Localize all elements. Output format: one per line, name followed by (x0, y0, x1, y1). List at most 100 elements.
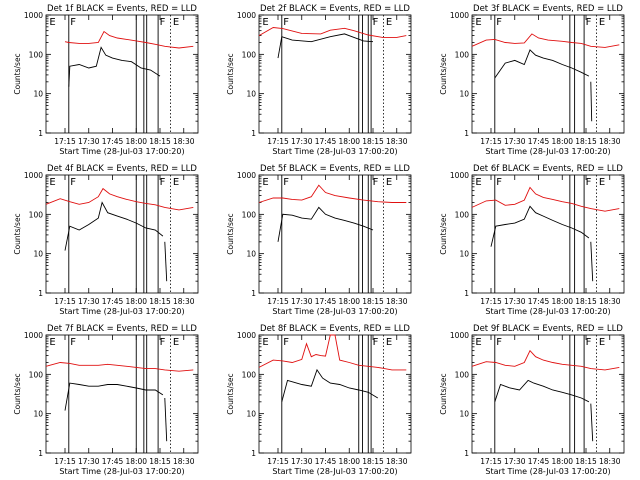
attenuator-state-label: E (262, 177, 268, 188)
x-tick-label: 18:30 (173, 297, 195, 306)
x-tick-label: 18:00 (338, 297, 360, 306)
series-lld-line (258, 27, 407, 38)
x-tick-label: 17:45 (102, 137, 124, 146)
y-tick-label: 1 (38, 129, 43, 138)
chart-panel-2: Det 2f BLACK = Events, RED = LLD 1 10 100 10… (226, 4, 412, 156)
y-tick-label: 100 (242, 50, 257, 59)
series-events-line (277, 33, 374, 59)
series-events-line (490, 205, 590, 247)
x-tick-label: 18:00 (125, 137, 147, 146)
y-tick-label: 100 (242, 370, 257, 379)
y-axis-label: Counts/sec (439, 373, 448, 414)
chart-panel-1: Det 1f BLACK = Events, RED = LLD 1 10 100 10… (13, 4, 199, 156)
y-axis-label: Counts/sec (226, 373, 235, 414)
attenuator-state-label: E (599, 337, 605, 348)
plot-frame (471, 334, 625, 454)
x-tick-label: 17:30 (504, 137, 526, 146)
y-tick-label: 1000 (24, 11, 43, 20)
chart-title: Det 9f BLACK = Events, RED = LLD (473, 324, 623, 334)
y-axis-label: Counts/sec (226, 213, 235, 254)
y-tick-label: 10 (33, 90, 43, 99)
chart-panel-3: Det 3f BLACK = Events, RED = LLD 1 10 100 10… (439, 4, 625, 156)
y-tick-label: 1000 (450, 11, 469, 20)
x-tick-label: 17:30 (291, 297, 313, 306)
x-tick-label: 17:15 (267, 457, 289, 466)
chart-title: Det 3f BLACK = Events, RED = LLD (473, 4, 623, 14)
attenuator-state-label: E (386, 177, 392, 188)
attenuator-state-label: E (475, 17, 481, 28)
attenuator-state-label: E (386, 337, 392, 348)
x-tick-label: 17:30 (78, 137, 100, 146)
plot-frame (258, 174, 412, 294)
x-tick-label: 18:00 (125, 457, 147, 466)
y-axis-label: Counts/sec (226, 53, 235, 94)
chart-title: Det 4f BLACK = Events, RED = LLD (47, 164, 197, 174)
attenuator-state-label: F (70, 17, 76, 28)
x-tick-label: 17:30 (504, 297, 526, 306)
chart-panel-4: Det 4f BLACK = Events, RED = LLD 1 10 100 10… (13, 164, 199, 316)
attenuator-state-label: F (283, 337, 289, 348)
x-tick-label: 17:45 (315, 137, 337, 146)
x-tick-label: 17:15 (480, 457, 502, 466)
series-lld-line (258, 184, 407, 203)
series-events-line (164, 397, 168, 442)
attenuator-state-label: F (283, 177, 289, 188)
attenuator-state-label: E (386, 17, 392, 28)
attenuator-state-label: E (173, 337, 179, 348)
x-tick-label: 18:30 (599, 137, 621, 146)
y-axis-label: Counts/sec (13, 213, 22, 254)
x-tick-label: 17:45 (528, 297, 550, 306)
y-tick-label: 1 (251, 129, 256, 138)
series-lld-line (471, 349, 620, 371)
attenuator-state-label: E (262, 337, 268, 348)
x-axis-label: Start Time (28-Jul-03 17:00:20) (272, 147, 397, 156)
x-tick-label: 18:15 (575, 137, 597, 146)
x-tick-label: 18:15 (149, 457, 171, 466)
plot-frame (45, 334, 199, 454)
attenuator-state-label: F (586, 177, 592, 188)
series-events-line (494, 49, 590, 79)
x-tick-label: 17:15 (54, 457, 76, 466)
y-tick-label: 100 (455, 50, 470, 59)
chart-panel-6: Det 6f BLACK = Events, RED = LLD 1 10 100 10… (439, 164, 625, 316)
plot-frame (258, 14, 412, 134)
y-tick-label: 1 (464, 129, 469, 138)
x-tick-label: 17:45 (528, 137, 550, 146)
chart-title: Det 5f BLACK = Events, RED = LLD (260, 164, 410, 174)
plot-frame (45, 174, 199, 294)
attenuator-state-label: F (373, 337, 379, 348)
attenuator-state-label: F (373, 17, 379, 28)
x-tick-label: 17:15 (54, 297, 76, 306)
y-tick-label: 1 (38, 449, 43, 458)
x-tick-label: 18:30 (386, 457, 408, 466)
attenuator-state-label: E (49, 17, 55, 28)
x-axis-label: Start Time (28-Jul-03 17:00:20) (485, 147, 610, 156)
series-events-line (64, 382, 164, 411)
x-axis-label: Start Time (28-Jul-03 17:00:20) (59, 147, 184, 156)
y-tick-label: 1000 (450, 171, 469, 180)
series-lld-line (471, 33, 620, 48)
x-tick-label: 17:30 (78, 457, 100, 466)
plot-frame (471, 14, 625, 134)
chart-title: Det 8f BLACK = Events, RED = LLD (260, 324, 410, 334)
attenuator-state-label: F (160, 337, 166, 348)
series-events-line (164, 241, 168, 282)
x-tick-label: 18:00 (338, 137, 360, 146)
series-lld-line (45, 362, 194, 372)
attenuator-state-label: E (262, 17, 268, 28)
attenuator-state-label: E (173, 177, 179, 188)
attenuator-state-label: F (70, 337, 76, 348)
series-lld-line (258, 334, 407, 371)
x-tick-label: 18:15 (362, 297, 384, 306)
chart-panel-5: Det 5f BLACK = Events, RED = LLD 1 10 100 10… (226, 164, 412, 316)
attenuator-state-label: F (70, 177, 76, 188)
y-tick-label: 10 (459, 410, 469, 419)
x-axis-label: Start Time (28-Jul-03 17:00:20) (59, 307, 184, 316)
x-tick-label: 18:15 (149, 137, 171, 146)
series-events-line (64, 201, 164, 251)
y-tick-label: 1000 (450, 331, 469, 340)
y-tick-label: 100 (29, 50, 44, 59)
attenuator-state-label: E (49, 337, 55, 348)
y-tick-label: 1000 (237, 331, 256, 340)
